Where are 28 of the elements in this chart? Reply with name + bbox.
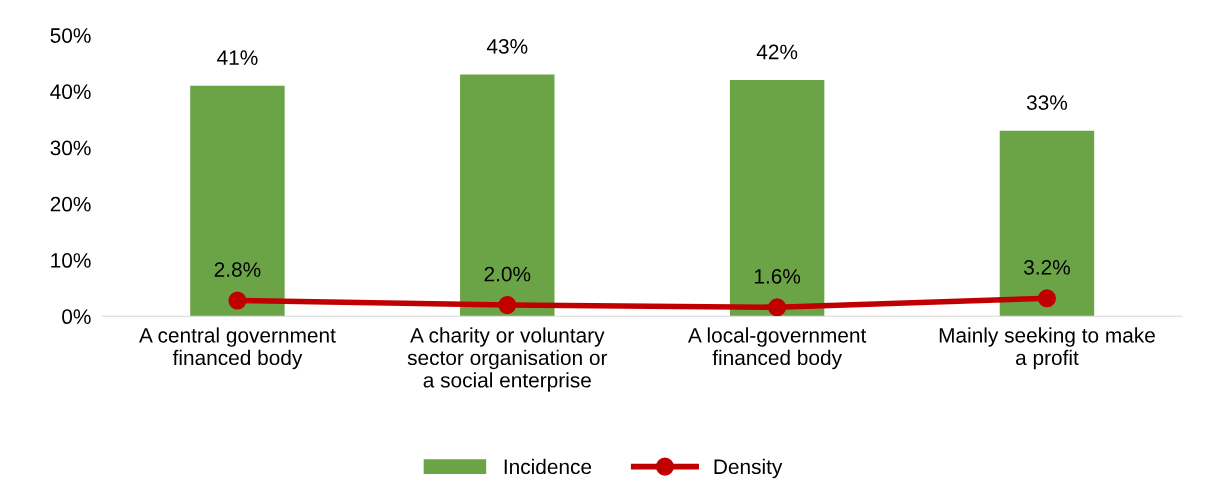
point [768, 298, 787, 317]
x-tick-label: A charity or voluntary sector organisation or a social enterprise [407, 327, 608, 392]
x-tick-label: A local-government financed body [688, 327, 867, 370]
data-label: 43% [486, 38, 528, 54]
x-tick-label: A central government financed body [139, 327, 336, 370]
y-tick-label: 50% [50, 28, 91, 43]
y-tick-label: 30% [50, 140, 91, 156]
x-tick-label: Mainly seeking to make a profit [939, 327, 1155, 370]
bar [460, 74, 555, 317]
point [1037, 289, 1056, 308]
data-label: 41% [217, 50, 258, 65]
y-tick-label: 40% [50, 84, 91, 100]
bar [190, 85, 285, 317]
data-label: 2.8% [214, 262, 261, 277]
bar [999, 130, 1095, 317]
point [498, 295, 517, 315]
point [228, 291, 247, 310]
bar [729, 80, 825, 317]
data-label: 33% [1026, 95, 1068, 110]
y-tick-label: 10% [51, 253, 91, 268]
y-tick-label: 20% [50, 196, 91, 212]
data-label: 3.2% [1024, 259, 1070, 275]
data-label: 1.6% [754, 268, 801, 284]
y-tick-label: 0% [62, 309, 91, 325]
data-label: 42% [756, 44, 798, 60]
legend-label: Density [714, 458, 783, 479]
data-label: 2.0% [484, 266, 531, 282]
legend-label: Incidence [504, 458, 592, 475]
